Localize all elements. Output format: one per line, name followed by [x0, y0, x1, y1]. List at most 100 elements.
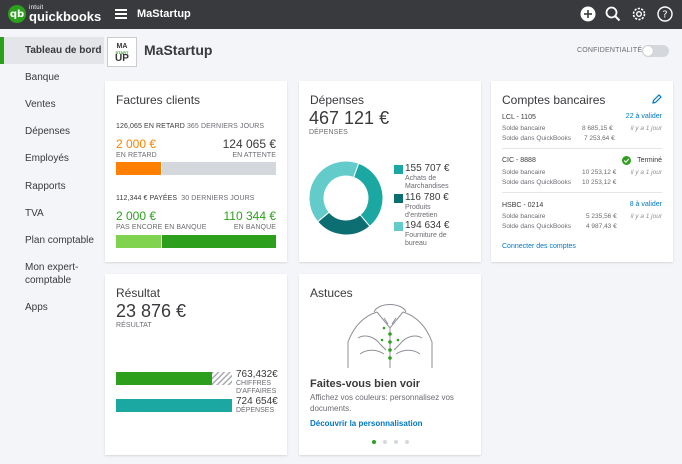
search-icon[interactable] — [604, 5, 622, 23]
sidebar-item-vat[interactable]: TVA — [0, 207, 104, 220]
shirt-person-illustration — [347, 304, 433, 368]
sidebar-item-chart-of-accounts[interactable]: Plan comptable — [0, 234, 104, 247]
expense-bar[interactable] — [116, 399, 232, 412]
qb-balance-value: 7 253,64 € — [584, 135, 615, 142]
privacy-toggle[interactable] — [642, 45, 669, 57]
sidebar-item-sales[interactable]: Ventes — [0, 98, 104, 111]
bank-balance-value: 8 685,15 € — [582, 125, 613, 132]
sidebar-item-label: Apps — [25, 302, 48, 313]
sidebar-item-dashboard[interactable]: Tableau de bord — [0, 37, 104, 64]
bank-update-time: il y a 1 jour — [630, 125, 662, 132]
qb-balance-label: Solde dans QuickBooks — [502, 223, 572, 230]
privacy-label: CONFIDENTIALITÉ — [577, 47, 643, 54]
legend-label-office-supplies: Fourniture de bureau — [405, 232, 447, 247]
company-logo[interactable]: MA START UP — [107, 37, 137, 67]
carousel-dot[interactable] — [383, 440, 387, 444]
tips-card[interactable]: Astuces Faites-vous bien voir Affichez v… — [299, 274, 481, 455]
sidebar-item-label: Dépenses — [25, 126, 71, 137]
legend-swatch-office-supplies — [394, 222, 403, 231]
create-plus-icon[interactable] — [579, 5, 597, 23]
revenue-label: CHIFFRES D'AFFAIRES — [236, 380, 277, 395]
sidebar-item-label: Tableau de bord — [25, 45, 102, 56]
toggle-knob — [643, 46, 653, 56]
bank-account-review-link[interactable]: 22 à valider — [625, 113, 662, 120]
carousel-dot[interactable] — [372, 440, 376, 444]
bank-balance-value: 10 253,12 € — [582, 169, 617, 176]
open-bar[interactable] — [162, 162, 276, 175]
donut-slice-office-supplies[interactable] — [308, 160, 360, 223]
quickbooks-logo[interactable]: qb intuit quickbooks — [8, 5, 101, 23]
carousel-dot[interactable] — [394, 440, 398, 444]
gear-icon[interactable] — [630, 5, 648, 23]
divider — [502, 192, 662, 193]
bank-account-name: CIC - 8888 — [502, 157, 536, 164]
customize-link[interactable]: Découvrir la personnalisation — [310, 419, 423, 428]
unpaid-summary: 126,065 EN RETARD 365 DERNIERS JOURS — [116, 123, 265, 130]
expenses-card[interactable]: Dépenses 467 121 € DÉPENSES 155 707 € Ac… — [299, 81, 481, 262]
profit-loss-card[interactable]: Résultat 23 876 € RÉSULTAT 763,432€ CHIF… — [105, 274, 287, 455]
legend-value-cleaning: 116 780 € — [405, 192, 449, 203]
bank-account-name: HSBC - 0214 — [502, 202, 544, 209]
svg-text:?: ? — [662, 10, 667, 21]
expenses-total-label: DÉPENSES — [309, 129, 348, 136]
profit-total-label: RÉSULTAT — [116, 322, 152, 329]
qb-balance-value: 4 987,43 € — [586, 223, 617, 230]
sidebar-item-label: Ventes — [25, 99, 56, 110]
profit-loss-title: Résultat — [116, 286, 161, 300]
logo-brand-text: quickbooks — [29, 9, 102, 24]
expenses-donut-chart[interactable] — [307, 159, 385, 237]
expense-value: 724 654€ — [236, 396, 278, 407]
open-value: 124 065 € — [222, 137, 276, 151]
carousel-dot[interactable] — [405, 440, 409, 444]
revenue-bar[interactable] — [116, 372, 212, 385]
profit-total: 23 876 € — [116, 301, 187, 321]
not-deposited-value: 2 000 € — [116, 209, 157, 223]
revenue-value: 763,432€ — [236, 369, 278, 380]
sidebar-item-expenses[interactable]: Dépenses — [0, 125, 104, 138]
company-logo-text: START — [115, 50, 129, 55]
legend-value-office-supplies: 194 634 € — [405, 220, 450, 231]
menu-icon[interactable] — [115, 9, 127, 19]
expenses-title: Dépenses — [310, 93, 365, 107]
sidebar-item-employees[interactable]: Employés — [0, 152, 104, 165]
sidebar-item-accountant[interactable]: Mon expert-comptable — [0, 261, 100, 287]
bank-balance-value: 5 235,56 € — [586, 213, 617, 220]
qb-balance-value: 10 253,12 € — [582, 179, 617, 186]
bank-account-review-link[interactable]: 8 à valider — [629, 201, 662, 208]
bank-accounts-card[interactable]: Comptes bancaires LCL - 1105 22 à valide… — [491, 81, 673, 262]
legend-swatch-cleaning — [394, 194, 403, 203]
qb-balance-label: Solde dans QuickBooks — [502, 135, 572, 142]
expenses-total: 467 121 € — [309, 108, 390, 128]
sidebar-item-reports[interactable]: Rapports — [0, 180, 104, 193]
legend-swatch-merchandise — [394, 165, 403, 174]
sidebar-item-apps[interactable]: Apps — [0, 301, 104, 314]
check-circle-icon — [622, 156, 631, 165]
overdue-bar[interactable] — [116, 162, 161, 175]
edit-pencil-icon[interactable] — [652, 94, 662, 104]
sidebar: Tableau de bord Banque Ventes Dépenses E… — [0, 29, 104, 464]
qb-balance-label: Solde dans QuickBooks — [502, 179, 572, 186]
sidebar-item-label: Banque — [25, 72, 60, 83]
invoices-card[interactable]: Factures clients 126,065 EN RETARD 365 D… — [105, 81, 287, 262]
top-company-name: MaStartup — [137, 8, 191, 20]
not-deposited-bar[interactable] — [116, 235, 161, 248]
deposited-label: EN BANQUE — [233, 224, 276, 231]
tip-body: Affichez vos couleurs: personnalisez vos… — [310, 393, 454, 413]
help-icon[interactable]: ? — [656, 5, 674, 23]
invoices-title: Factures clients — [116, 93, 201, 107]
connect-accounts-link[interactable]: Connecter des comptes — [502, 243, 576, 250]
sidebar-item-label: Employés — [25, 153, 69, 164]
legend-label-merchandise: Achats de Marchandises — [405, 175, 449, 190]
page-title: MaStartup — [144, 42, 213, 58]
deposited-bar[interactable] — [162, 235, 276, 248]
bank-update-time: il y a 1 jour — [630, 213, 662, 220]
logo-intuit-text: intuit — [29, 5, 44, 11]
overdue-value: 2 000 € — [116, 137, 157, 151]
legend-value-merchandise: 155 707 € — [405, 163, 450, 174]
bank-account-name: LCL - 1105 — [502, 114, 536, 121]
bank-account-status: Terminé — [637, 157, 662, 164]
sidebar-item-label: Rapports — [25, 181, 66, 192]
expense-label: DÉPENSES — [236, 407, 275, 414]
tips-title: Astuces — [310, 286, 353, 300]
sidebar-item-banking[interactable]: Banque — [0, 71, 104, 84]
